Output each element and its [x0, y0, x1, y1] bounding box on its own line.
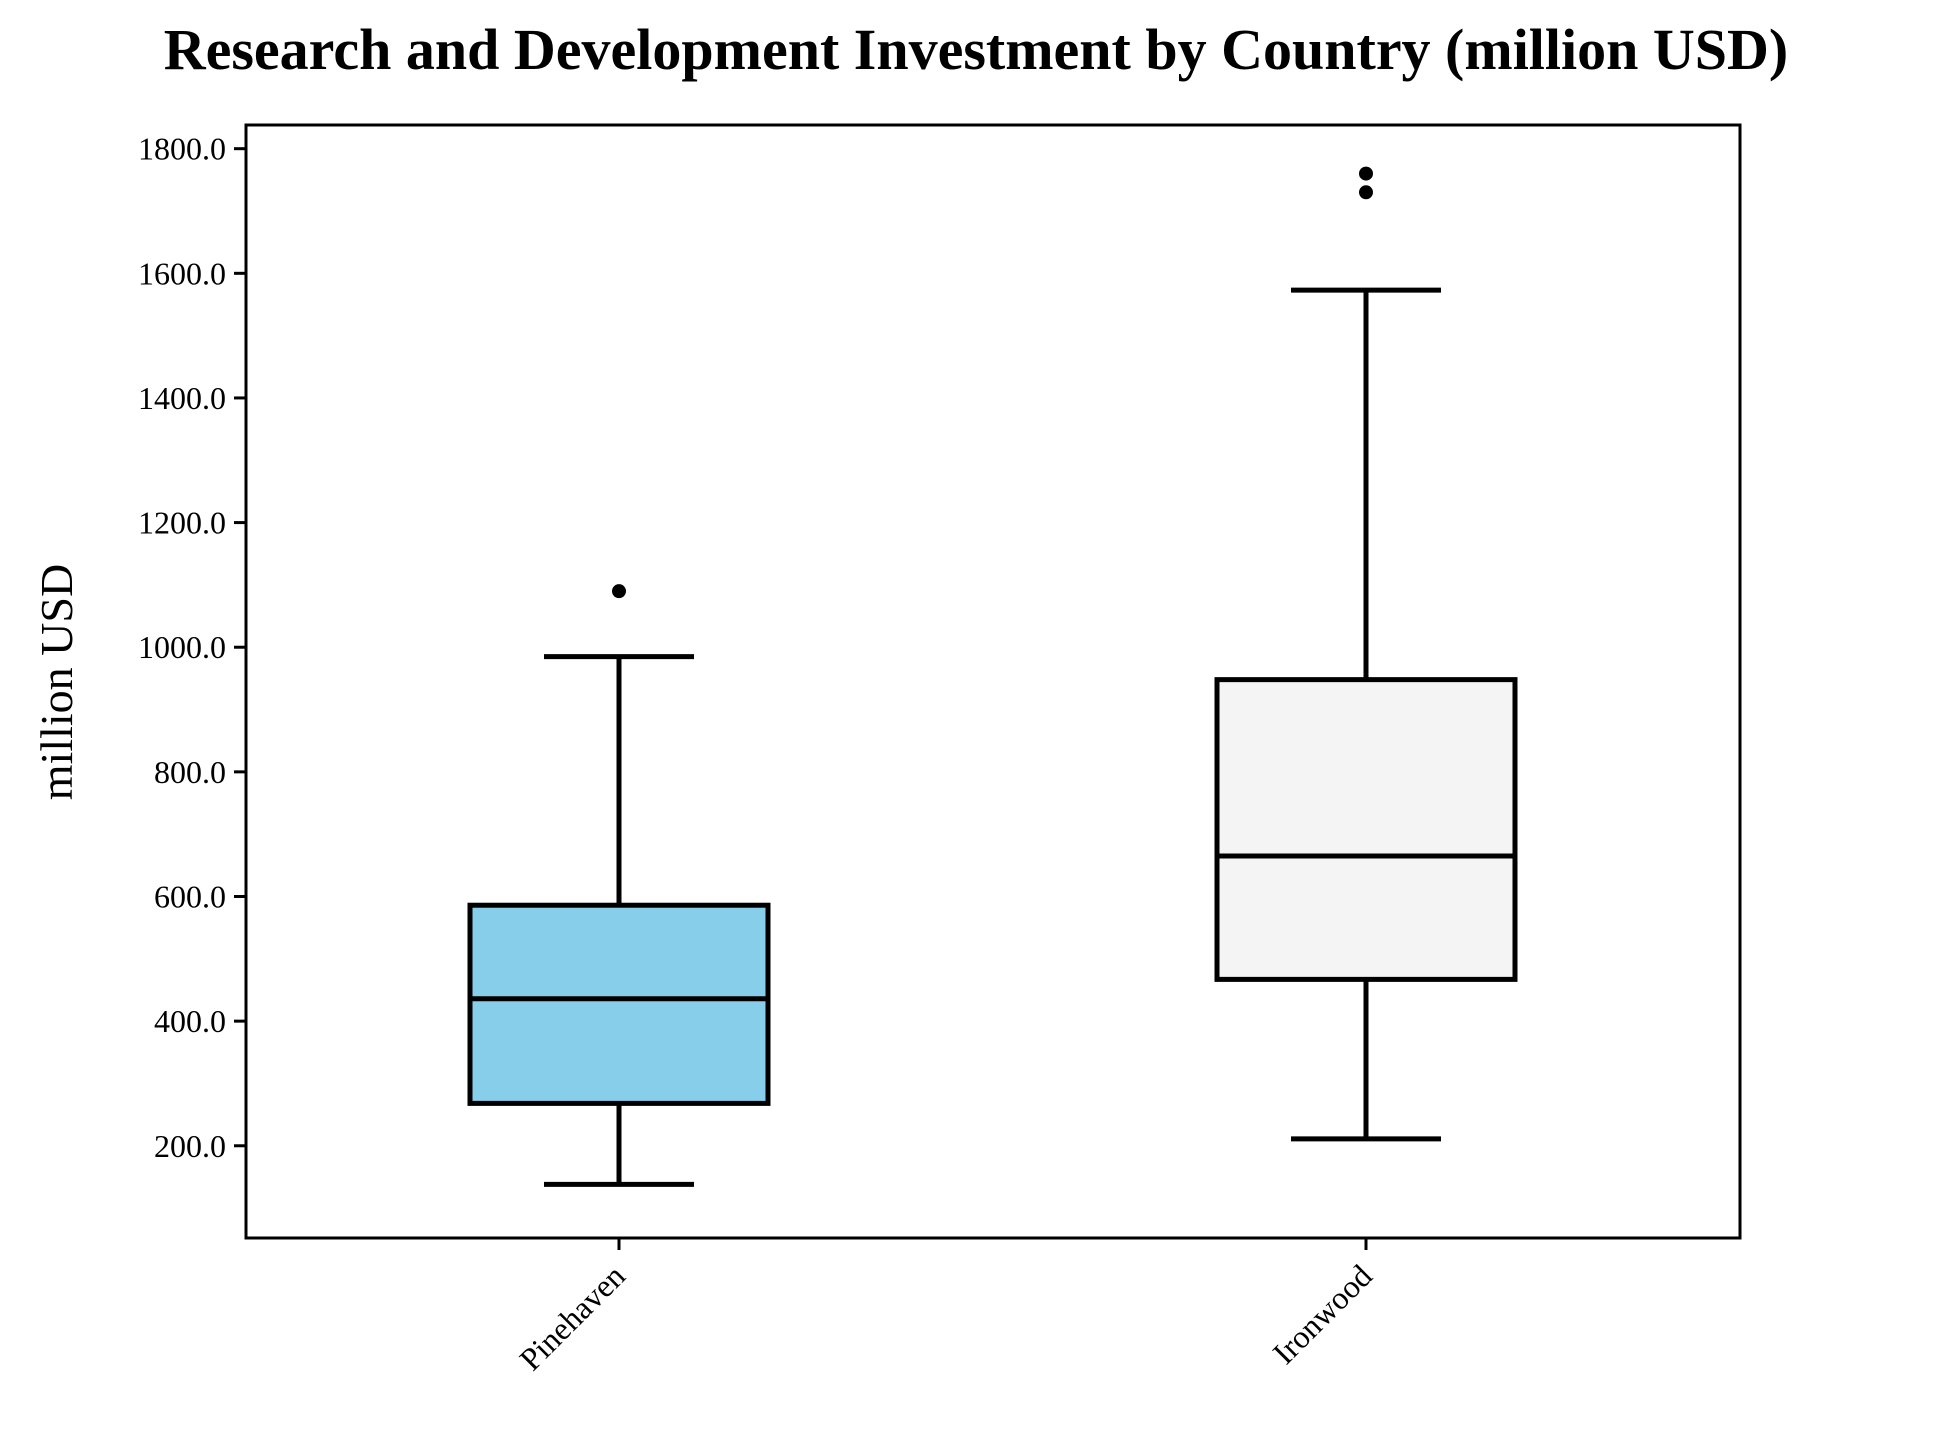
outlier-point — [612, 584, 626, 599]
y-tick-label: 400.0 — [154, 1003, 226, 1039]
plot-area-frame — [244, 123, 1742, 1240]
box-ironwood — [1214, 166, 1518, 1142]
x-axis: Pinehaven Ironwood — [512, 1238, 1379, 1377]
y-tick-label: 1800.0 — [138, 131, 226, 167]
y-tick-label: 1200.0 — [138, 505, 226, 541]
outlier-point — [1359, 166, 1373, 181]
y-tick-label: 1000.0 — [138, 629, 226, 665]
y-axis-label: million USD — [31, 564, 82, 800]
chart-title: Research and Development Investment by C… — [163, 17, 1789, 82]
boxes-layer — [467, 166, 1518, 1187]
outlier-point — [1359, 185, 1373, 200]
iqr-box — [1214, 677, 1518, 982]
iqr-box — [467, 902, 771, 1106]
y-tick-label: 1400.0 — [138, 380, 226, 416]
x-tick-label: Pinehaven — [512, 1257, 632, 1377]
y-axis: 200.0 400.0 600.0 800.0 1000.0 1200.0 1400.0 16… — [138, 131, 246, 1164]
x-tick-label: Ironwood — [1266, 1257, 1379, 1370]
y-tick-label: 1600.0 — [138, 255, 226, 291]
y-tick-label: 800.0 — [154, 754, 226, 790]
y-tick-label: 200.0 — [154, 1128, 226, 1164]
y-tick-label: 600.0 — [154, 878, 226, 914]
box-pinehaven — [467, 584, 771, 1187]
